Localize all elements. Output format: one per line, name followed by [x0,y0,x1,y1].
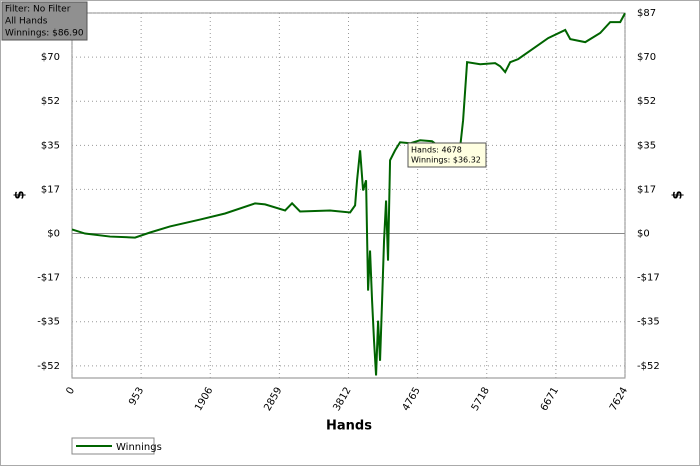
x-tick-label: 0 [64,386,77,397]
y2-tick-label: $87 [637,8,656,19]
tooltip [407,142,487,168]
info-box [1,1,88,41]
plot-area [71,12,626,379]
tooltip-text: Winnings: $36.32 [411,156,481,165]
y2-tick-label: $35 [637,140,656,151]
tooltip-text: Hands: 4678 [411,146,462,155]
info-text: Filter: No Filter [5,5,71,15]
legend-label: Winnings [116,442,162,453]
line [71,12,626,376]
y2-tick-label: $17 [637,184,656,195]
x-axis-label: Hands [326,419,372,434]
info-text: All Hands [5,17,48,27]
y-tick-label: $0 [47,229,60,240]
y2-tick-label: $0 [637,229,650,240]
y-tick-label: $35 [41,140,60,151]
y2-tick-label: -$52 [637,361,660,372]
y-tick-label: -$52 [37,361,60,372]
legend [71,437,155,455]
y2-tick-label: $70 [637,52,656,63]
y-tick-label: $52 [41,96,60,107]
y-axis-label: $ [13,190,28,199]
y-tick-label: $17 [41,184,60,195]
y-tick-label: $70 [41,52,60,63]
y-tick-label: -$35 [37,317,60,328]
y2-tick-label: -$17 [637,273,660,284]
y-tick-label: -$17 [37,273,60,284]
y2-tick-label: $52 [637,96,656,107]
y2-tick-label: -$35 [637,317,660,328]
y2-axis-label: $ [671,190,686,199]
info-text: Winnings: $86.90 [5,29,84,39]
